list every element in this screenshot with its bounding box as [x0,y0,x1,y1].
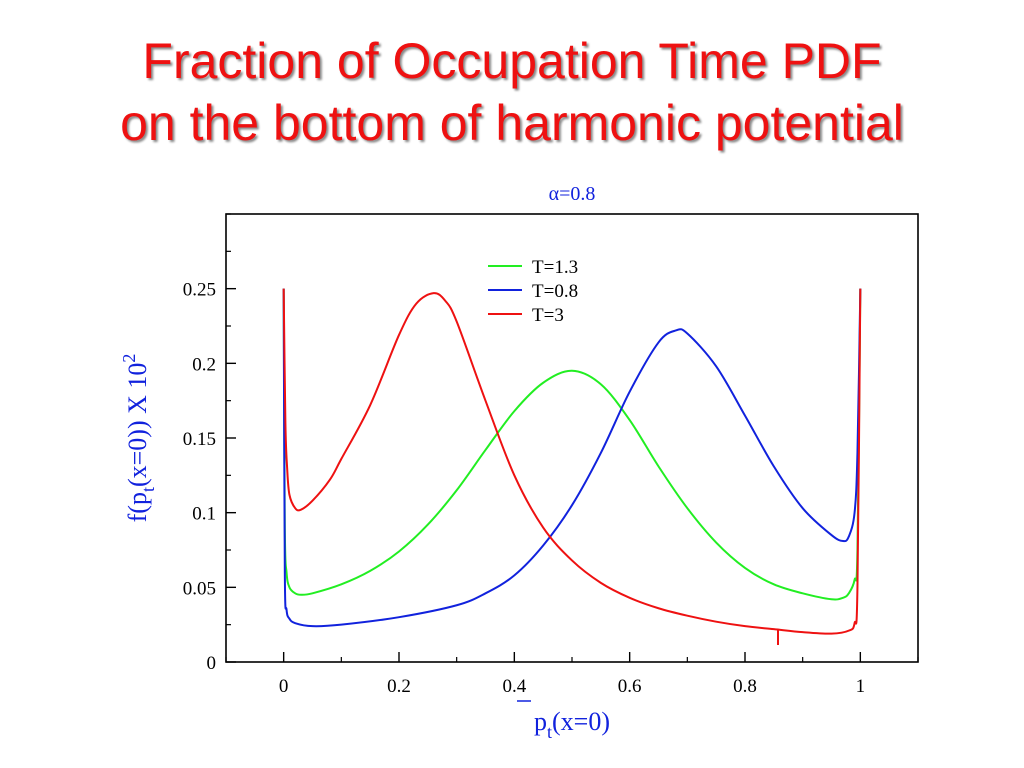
legend: T=1.3 T=0.8 T=3 [488,257,578,326]
legend-label: T=0.8 [532,281,578,302]
x-tick-label: 0.4 [502,676,526,697]
y-axis-label: f(pt(x=0)) X 102 [119,354,158,523]
slide-title: Fraction of Occupation Time PDF on the b… [0,30,1024,154]
x-axis-label: pt(x=0) [534,707,610,742]
x-tick-label: 0 [279,676,289,697]
y-axis-label-sup: 2 [119,354,139,363]
series-lines [282,288,862,635]
y-axis-label-pre: f(p [123,492,152,522]
series-line-3 [282,288,862,635]
x-tick-label: 1 [856,676,866,697]
x-tick-label: 0.6 [618,676,642,697]
series-line-1 [282,288,862,601]
x-axis-label-rest: (x=0) [552,707,610,736]
x-tick-label: 0.2 [387,676,411,697]
y-tick-label: 0.25 [183,280,216,301]
slide-title-line1: Fraction of Occupation Time PDF [142,33,882,89]
legend-label: T=3 [532,305,564,326]
y-tick-label: 0.2 [192,354,216,375]
series-line-2 [282,288,862,628]
x-tick-label: 0.8 [733,676,757,697]
y-tick-label: 0.15 [183,429,216,450]
x-axis-label-main: p [534,707,547,736]
y-tick-label: 0.1 [192,504,216,525]
slide-title-line2: on the bottom of harmonic potential [120,95,904,151]
legend-label: T=1.3 [532,257,578,278]
x-axis-label-sub: t [547,722,552,742]
chart-title: α=0.8 [549,183,596,205]
y-tick-label: 0 [207,653,217,674]
y-axis-label-mid: (x=0)) X 10 [123,363,152,487]
axis-ticks: 0 0.2 0.4 0.6 0.8 1 0 0.05 0.1 0.15 0.2 0.25 [183,213,919,697]
y-axis-label-sub: t [138,487,158,492]
y-tick-label: 0.05 [183,578,216,599]
